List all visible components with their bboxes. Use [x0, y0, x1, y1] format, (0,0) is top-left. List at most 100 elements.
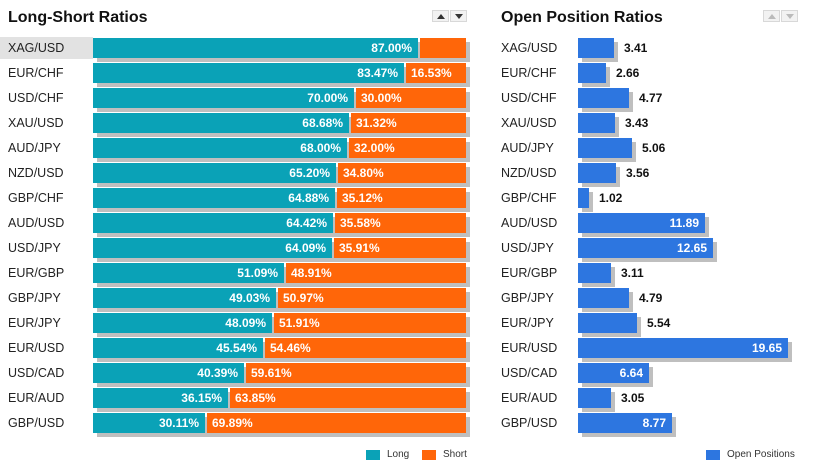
pair-label: XAU/USD [8, 116, 64, 130]
short-value-label: 16.53% [411, 66, 452, 80]
sort-descending-button[interactable] [450, 10, 467, 22]
long-value-label: 64.09% [285, 241, 326, 255]
short-value-label: 34.80% [343, 166, 384, 180]
short-value-label: 32.00% [354, 141, 395, 155]
open-position-value-label: 3.11 [621, 266, 644, 280]
legend-short-label: Short [443, 449, 467, 460]
short-bar [230, 388, 466, 408]
open-position-bar [578, 413, 672, 433]
pair-label: NZD/USD [8, 166, 64, 180]
pair-label: GBP/JPY [501, 291, 554, 305]
open-position-bar [578, 388, 611, 408]
pair-label: EUR/USD [501, 341, 558, 355]
pair-label: EUR/JPY [501, 316, 554, 330]
open-position-bar [578, 363, 649, 383]
legend-short: Short [422, 449, 467, 460]
pair-label: EUR/CHF [501, 66, 557, 80]
selected-row-highlight [0, 37, 93, 59]
open-position-value-label: 19.65 [751, 341, 782, 355]
short-bar [420, 38, 466, 58]
long-value-label: 51.09% [237, 266, 278, 280]
pair-label: USD/CHF [501, 91, 557, 105]
open-position-bar [578, 288, 629, 308]
short-value-label: 35.12% [342, 191, 383, 205]
short-bar [406, 63, 466, 83]
open-position-value-label: 4.79 [639, 291, 663, 305]
sort-ascending-button[interactable] [763, 10, 780, 22]
pair-label: EUR/USD [8, 341, 65, 355]
long-bar [93, 138, 347, 158]
pair-label: USD/CAD [501, 366, 558, 380]
long-value-label: 45.54% [216, 341, 257, 355]
open-position-bar [578, 138, 632, 158]
short-bar [356, 88, 466, 108]
pair-label: AUD/JPY [501, 141, 554, 155]
arrow-up-icon [767, 13, 776, 19]
long-bar [93, 113, 349, 133]
open-position-value-label: 2.66 [616, 66, 640, 80]
short-bar [351, 113, 466, 133]
short-bar [246, 363, 466, 383]
legend-long: Long [366, 449, 409, 460]
sort-descending-button[interactable] [781, 10, 798, 22]
long-value-label: 68.00% [300, 141, 341, 155]
long-value-label: 36.15% [181, 391, 222, 405]
pair-label: GBP/USD [501, 416, 558, 430]
long-bar [93, 238, 332, 258]
open-position-bar [578, 113, 615, 133]
long-bar [93, 88, 354, 108]
open-position-value-label: 4.77 [639, 91, 663, 105]
open-position-value-label: 3.05 [621, 391, 645, 405]
open-position-bar [578, 188, 589, 208]
short-value-label: 54.46% [270, 341, 311, 355]
open-position-value-label: 1.02 [599, 191, 623, 205]
pair-label: GBP/CHF [501, 191, 557, 205]
legend-open-positions: Open Positions [706, 449, 795, 460]
open-position-title: Open Position Ratios [501, 9, 663, 26]
long-value-label: 65.20% [289, 166, 330, 180]
pair-label: EUR/JPY [8, 316, 61, 330]
open-position-bar [578, 163, 616, 183]
open-position-bar [578, 313, 637, 333]
open-position-value-label: 8.77 [642, 416, 666, 430]
pair-label: AUD/USD [501, 216, 558, 230]
pair-label: AUD/JPY [8, 141, 61, 155]
short-value-label: 69.89% [212, 416, 253, 430]
short-bar [334, 238, 466, 258]
long-bar [93, 313, 272, 333]
sort-ascending-button[interactable] [432, 10, 449, 22]
long-value-label: 64.88% [288, 191, 329, 205]
long-bar [93, 63, 404, 83]
legend-open-label: Open Positions [727, 449, 795, 460]
short-value-label: 35.91% [339, 241, 380, 255]
arrow-down-icon [454, 13, 463, 19]
short-value-label: 63.85% [235, 391, 276, 405]
open-position-value-label: 3.43 [625, 116, 649, 130]
pair-label: EUR/GBP [8, 266, 65, 280]
pair-label: AUD/USD [8, 216, 65, 230]
pair-label: XAG/USD [501, 41, 558, 55]
open-position-bar [578, 238, 713, 258]
pair-label: XAU/USD [501, 116, 557, 130]
pair-label: USD/CHF [8, 91, 64, 105]
long-value-label: 87.00% [371, 41, 412, 55]
short-bar [335, 213, 466, 233]
short-bar [265, 338, 466, 358]
arrow-up-icon [436, 13, 445, 19]
pair-label: USD/JPY [8, 241, 61, 255]
open-position-value-label: 3.56 [626, 166, 650, 180]
long-value-label: 30.11% [158, 416, 199, 430]
long-value-label: 83.47% [357, 66, 398, 80]
long-bar [93, 38, 418, 58]
legend-open-swatch [706, 449, 720, 460]
long-bar [93, 363, 244, 383]
long-value-label: 64.42% [286, 216, 327, 230]
long-value-label: 68.68% [302, 116, 343, 130]
pair-label: GBP/JPY [8, 291, 61, 305]
pair-label: EUR/GBP [501, 266, 558, 280]
legend-short-swatch [422, 449, 436, 460]
open-position-value-label: 6.64 [619, 366, 643, 380]
arrow-down-icon [785, 13, 794, 19]
open-position-bar [578, 338, 788, 358]
pair-label: EUR/CHF [8, 66, 64, 80]
